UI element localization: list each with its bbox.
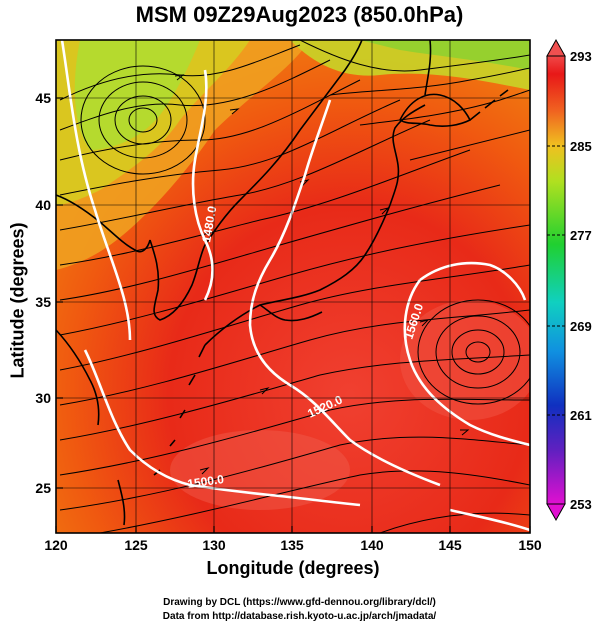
colorbar-tick-label: 261 (570, 408, 592, 423)
credit-drawing: Drawing by DCL (https://www.gfd-dennou.o… (163, 597, 436, 608)
y-tick-labels: 25 30 35 40 45 (35, 90, 51, 496)
axis-ticks (55, 97, 531, 533)
y-axis-label: Latitude (degrees) (7, 222, 28, 379)
colorbar-min-arrow (546, 503, 566, 522)
y-tick-label: 25 (35, 480, 51, 496)
x-axis-label: Longitude (degrees) (206, 558, 380, 578)
coastlines (56, 40, 509, 526)
x-tick-labels: 120 125 130 135 140 145 150 (44, 537, 542, 553)
x-tick-label: 125 (124, 537, 148, 553)
colorbar-tick-label: 253 (570, 497, 592, 512)
x-tick-label: 140 (360, 537, 384, 553)
grid-lines (56, 40, 530, 533)
x-tick-label: 150 (518, 537, 542, 553)
height-contours (60, 40, 530, 532)
credit-data-source: Data from http://database.rish.kyoto-u.a… (162, 611, 437, 622)
colorbar-tick-label: 277 (570, 228, 592, 243)
colorbar-tick-label: 269 (570, 319, 592, 334)
y-tick-label: 45 (35, 90, 51, 106)
wind-streamlines (59, 40, 530, 533)
plot-frame (55, 39, 531, 534)
x-tick-label: 120 (44, 537, 68, 553)
colorbar: 293 285 277 269 261 253 (546, 38, 592, 522)
x-tick-label: 145 (438, 537, 462, 553)
x-tick-label: 135 (280, 537, 304, 553)
contour-label-1500: 1500.0 (186, 472, 225, 491)
y-tick-label: 30 (35, 390, 51, 406)
temperature-field (56, 40, 530, 533)
contour-label-1480: 1480.0 (199, 205, 219, 244)
x-tick-label: 130 (202, 537, 226, 553)
y-tick-label: 35 (35, 294, 51, 310)
colorbar-gradient (546, 55, 566, 505)
colorbar-tick-label: 285 (570, 139, 592, 154)
y-tick-label: 40 (35, 197, 51, 213)
colorbar-max-arrow (546, 38, 566, 57)
colorbar-tick-label: 293 (570, 49, 592, 64)
map-title: MSM 09Z29Aug2023 (850.0hPa) (135, 2, 464, 27)
